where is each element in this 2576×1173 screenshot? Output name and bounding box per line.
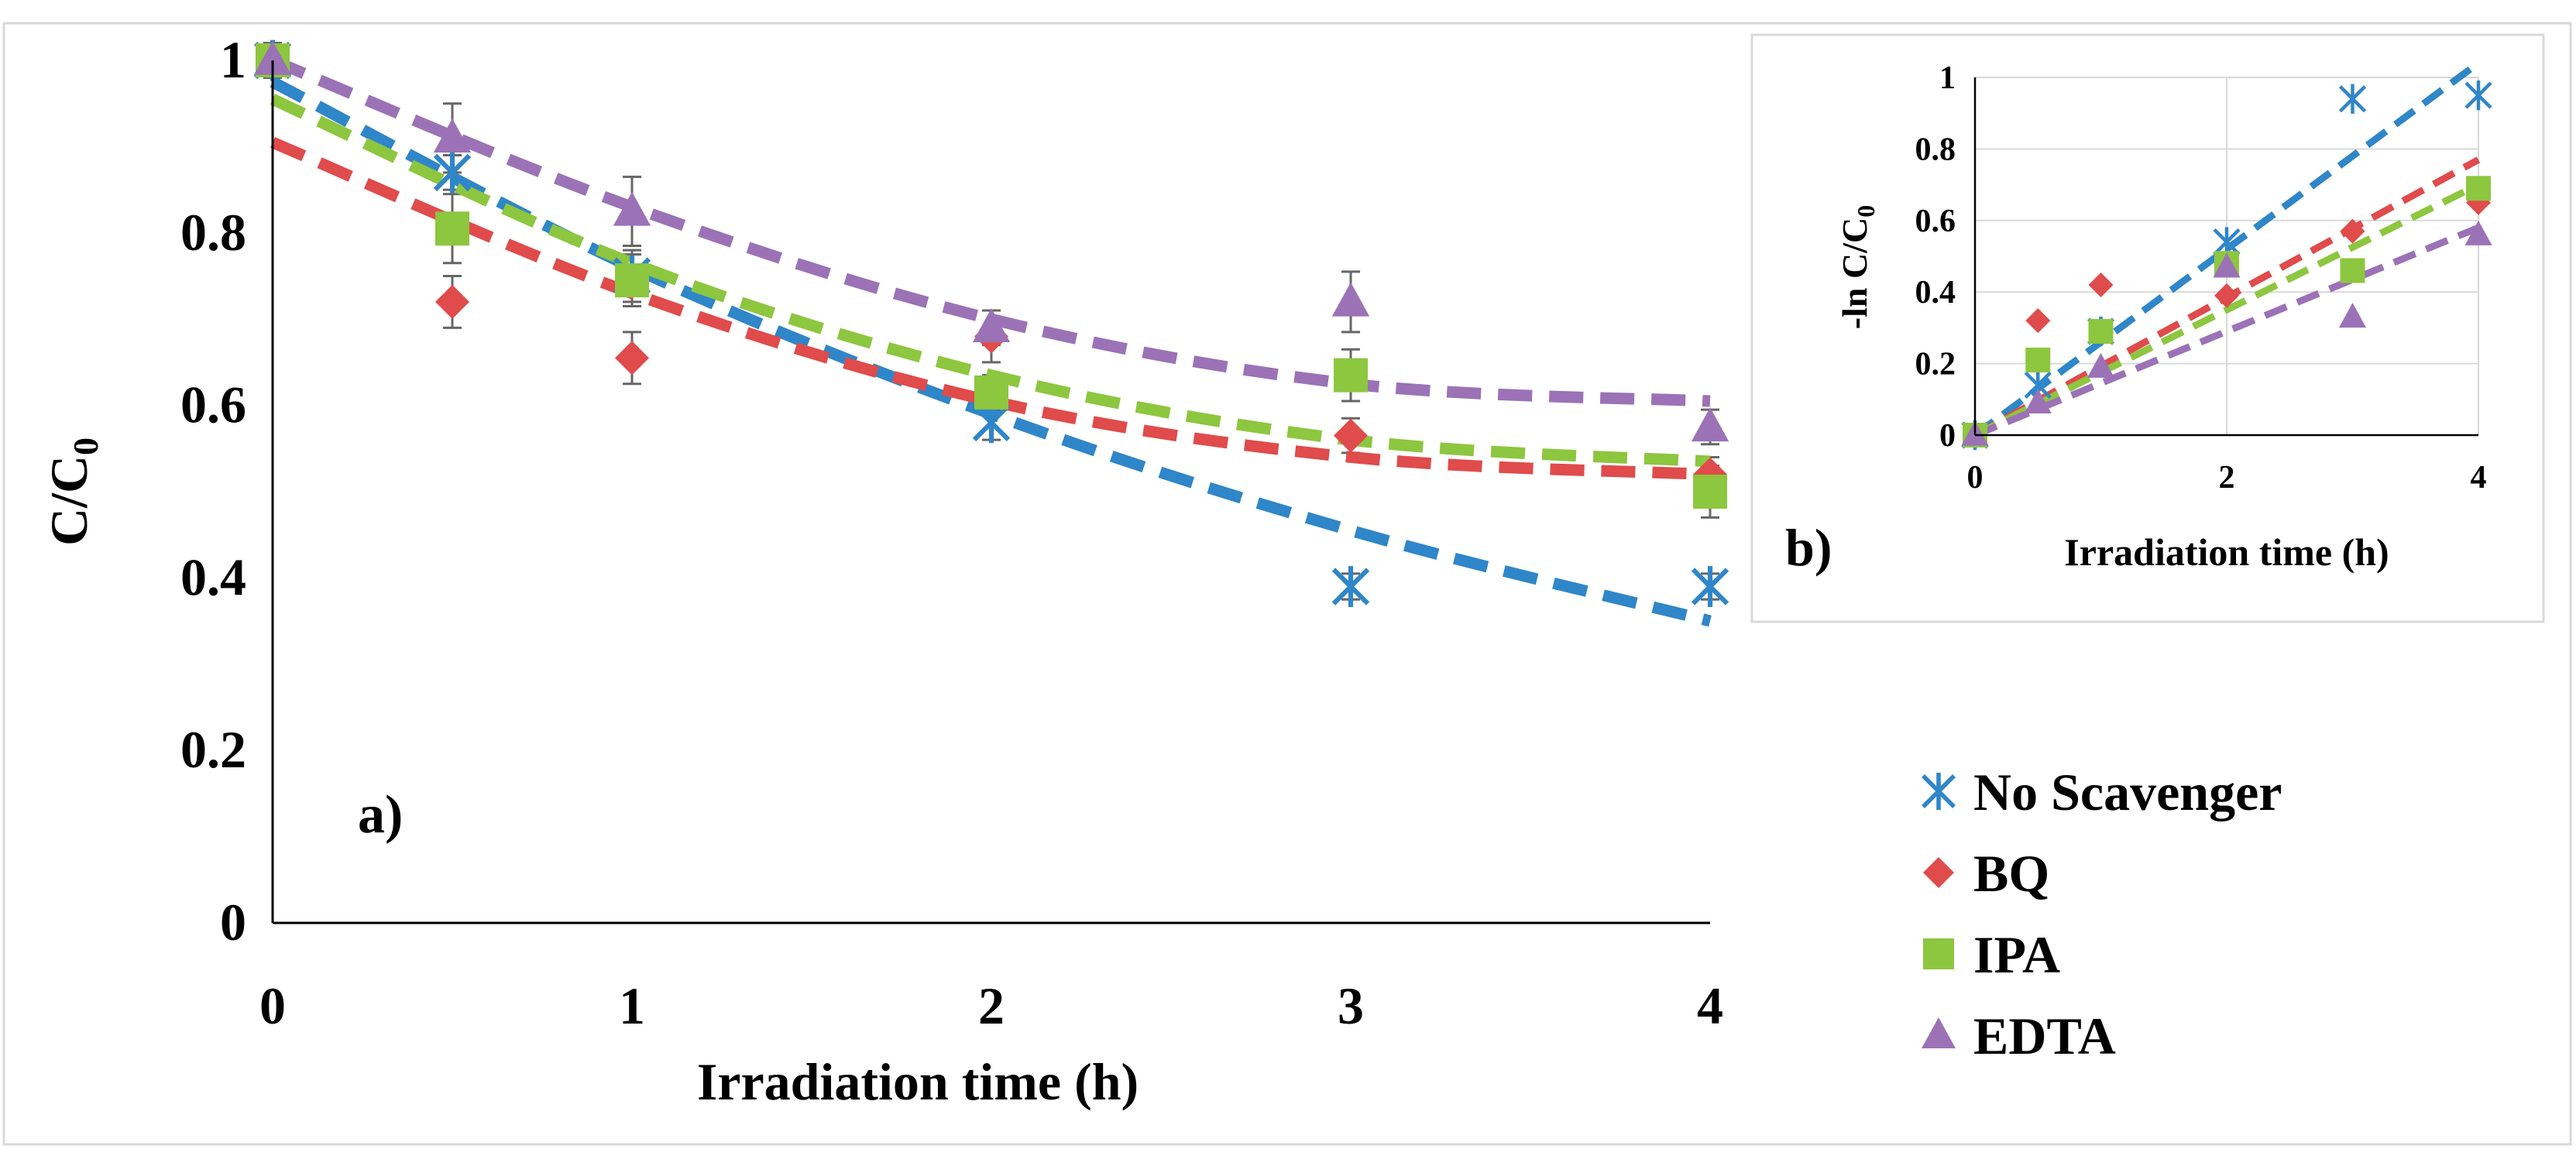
legend-marker-no-scavenger: [1922, 773, 1956, 810]
panel-a-y-axis-label: C/C0: [39, 437, 105, 546]
legend-label: EDTA: [1973, 1007, 2116, 1065]
legend-label: IPA: [1973, 925, 2060, 984]
panel-a-point-bq: [435, 284, 469, 319]
panel-b-y-tick-label: 0.6: [1915, 204, 1956, 239]
panel-a-point-ipa: [1334, 358, 1368, 393]
panel-a-y-tick-label: 0.4: [180, 547, 246, 606]
panel-a-y-axis-label-subscript: 0: [66, 437, 105, 455]
legend-entry-ipa: IPA: [1923, 925, 2060, 984]
legend-entry-edta: EDTA: [1922, 1007, 2116, 1065]
panel-a-point-bq: [1334, 418, 1368, 453]
panel-a-point-ipa: [1693, 475, 1727, 509]
panel-a-x-tick-label: 3: [1338, 976, 1364, 1035]
legend-marker-bq: [1923, 857, 1954, 888]
panel-a-x-axis-label: Irradiation time (h): [697, 1052, 1139, 1111]
panel-b-trendline-ipa: [1973, 181, 2481, 439]
panel-a-x-tick-label: 4: [1697, 976, 1723, 1035]
panel-b-y-tick-labels: 0 0.2 0.4 0.6 0.8 1: [1915, 60, 1956, 454]
panel-b-trendline-edta: [1973, 224, 2480, 439]
panel-a-point-ipa: [615, 263, 649, 298]
panel-a-point-bq: [615, 341, 649, 376]
panel-a-y-tick-labels: 0 0.2 0.4 0.6 0.8 1: [180, 30, 246, 952]
legend-marker-ipa: [1923, 938, 1954, 969]
panel-a-x-tick-label: 2: [978, 976, 1005, 1035]
panel-a-y-tick-label: 0.6: [180, 376, 246, 434]
panel-b-y-axis-label-main: -ln C/C: [1835, 218, 1874, 329]
panel-a-trendline-edta: [270, 55, 1711, 407]
legend-label: No Scavenger: [1973, 763, 2282, 821]
legend-entry-bq: BQ: [1923, 844, 2049, 903]
panel-a-label: a): [358, 785, 403, 845]
panel-b-y-tick-label: 0.4: [1915, 275, 1956, 310]
legend-label: BQ: [1973, 844, 2049, 903]
panel-b-point-no-scavenger: [2464, 80, 2492, 111]
panel-b-point-edta: [2087, 352, 2115, 378]
panel-b-point-edta: [2213, 252, 2241, 278]
panel-a-trendline-bq: [270, 136, 1711, 481]
panel-a-point-edta: [613, 191, 651, 226]
legend-marker-edta: [1922, 1017, 1956, 1048]
panel-b-y-tick-label: 1: [1939, 60, 1956, 96]
panel-a-point-no-scavenger: [1691, 566, 1729, 607]
panel-a-point-edta: [253, 40, 292, 75]
panel-b-point-ipa: [2340, 258, 2365, 283]
panel-b-point-bq: [2088, 272, 2114, 297]
panel-a-y-tick-label: 0: [220, 893, 246, 952]
panel-b-point-ipa: [2088, 319, 2114, 345]
panel-b-point-bq: [2340, 218, 2365, 244]
panel-a-point-ipa: [974, 375, 1008, 410]
panel-b-points: [1961, 80, 2492, 451]
legend: No Scavenger BQ IPA EDTA: [1922, 763, 2282, 1065]
panel-a-point-ipa: [435, 211, 469, 246]
panel-a-x-tick-labels: 0 1 2 3 4: [259, 976, 1723, 1035]
panel-a-point-no-scavenger: [433, 152, 472, 194]
panel-b-x-tick-label: 0: [1967, 460, 1984, 496]
panel-b-y-axis-label-subscript: 0: [1852, 205, 1880, 218]
panel-a-point-edta: [1331, 282, 1370, 317]
panel-a-point-no-scavenger: [1331, 566, 1370, 607]
panel-a-y-axis-label-main: C/C: [39, 455, 98, 546]
panel-b-y-tick-label: 0.8: [1915, 132, 1956, 167]
panel-a-y-tick-label: 1: [220, 30, 246, 89]
panel-b-point-ipa: [2025, 347, 2051, 372]
panel-b-y-axis-label: -ln C/C0: [1835, 205, 1880, 329]
panel-a-points: [253, 39, 1729, 607]
panel-a-point-edta: [972, 308, 1011, 343]
legend-entry-no-scavenger: No Scavenger: [1922, 763, 2282, 821]
panel-b-point-no-scavenger: [2338, 84, 2367, 114]
panel-b-x-tick-labels: 0 2 4: [1967, 460, 2487, 496]
panel-b-x-axis-label: Irradiation time (h): [2064, 530, 2389, 574]
panel-b-frame: [1750, 33, 2545, 623]
panel-a-chart: 0 0.2 0.4 0.6 0.8 1 0 1 2 3 4 Irradiation time (h…: [39, 30, 1729, 1111]
panel-a-point-edta: [433, 118, 472, 153]
panel-b-point-ipa: [2466, 176, 2491, 201]
panel-a-x-tick-label: 1: [619, 976, 645, 1035]
panel-a-point-edta: [1691, 407, 1729, 442]
panel-a-trendline-ipa: [270, 94, 1711, 468]
panel-b-point-edta: [2024, 389, 2052, 414]
panel-b-point-bq: [2025, 308, 2051, 334]
panel-b-point-bq: [2466, 190, 2491, 215]
panel-b-point-bq: [2214, 283, 2239, 308]
panel-b-point-edta: [2338, 303, 2367, 328]
panel-a-y-tick-label: 0.2: [180, 720, 246, 779]
panel-b-point-edta: [2464, 220, 2492, 245]
panel-b-x-tick-label: 2: [2219, 460, 2235, 496]
panel-a-x-tick-label: 0: [259, 976, 286, 1035]
panel-b-y-tick-label: 0: [1939, 418, 1956, 454]
panel-b-x-tick-label: 4: [2471, 460, 2487, 496]
panel-b-y-tick-label: 0.2: [1915, 347, 1956, 382]
panel-b-label: b): [1785, 518, 1832, 577]
panel-a-y-tick-label: 0.8: [180, 203, 246, 262]
